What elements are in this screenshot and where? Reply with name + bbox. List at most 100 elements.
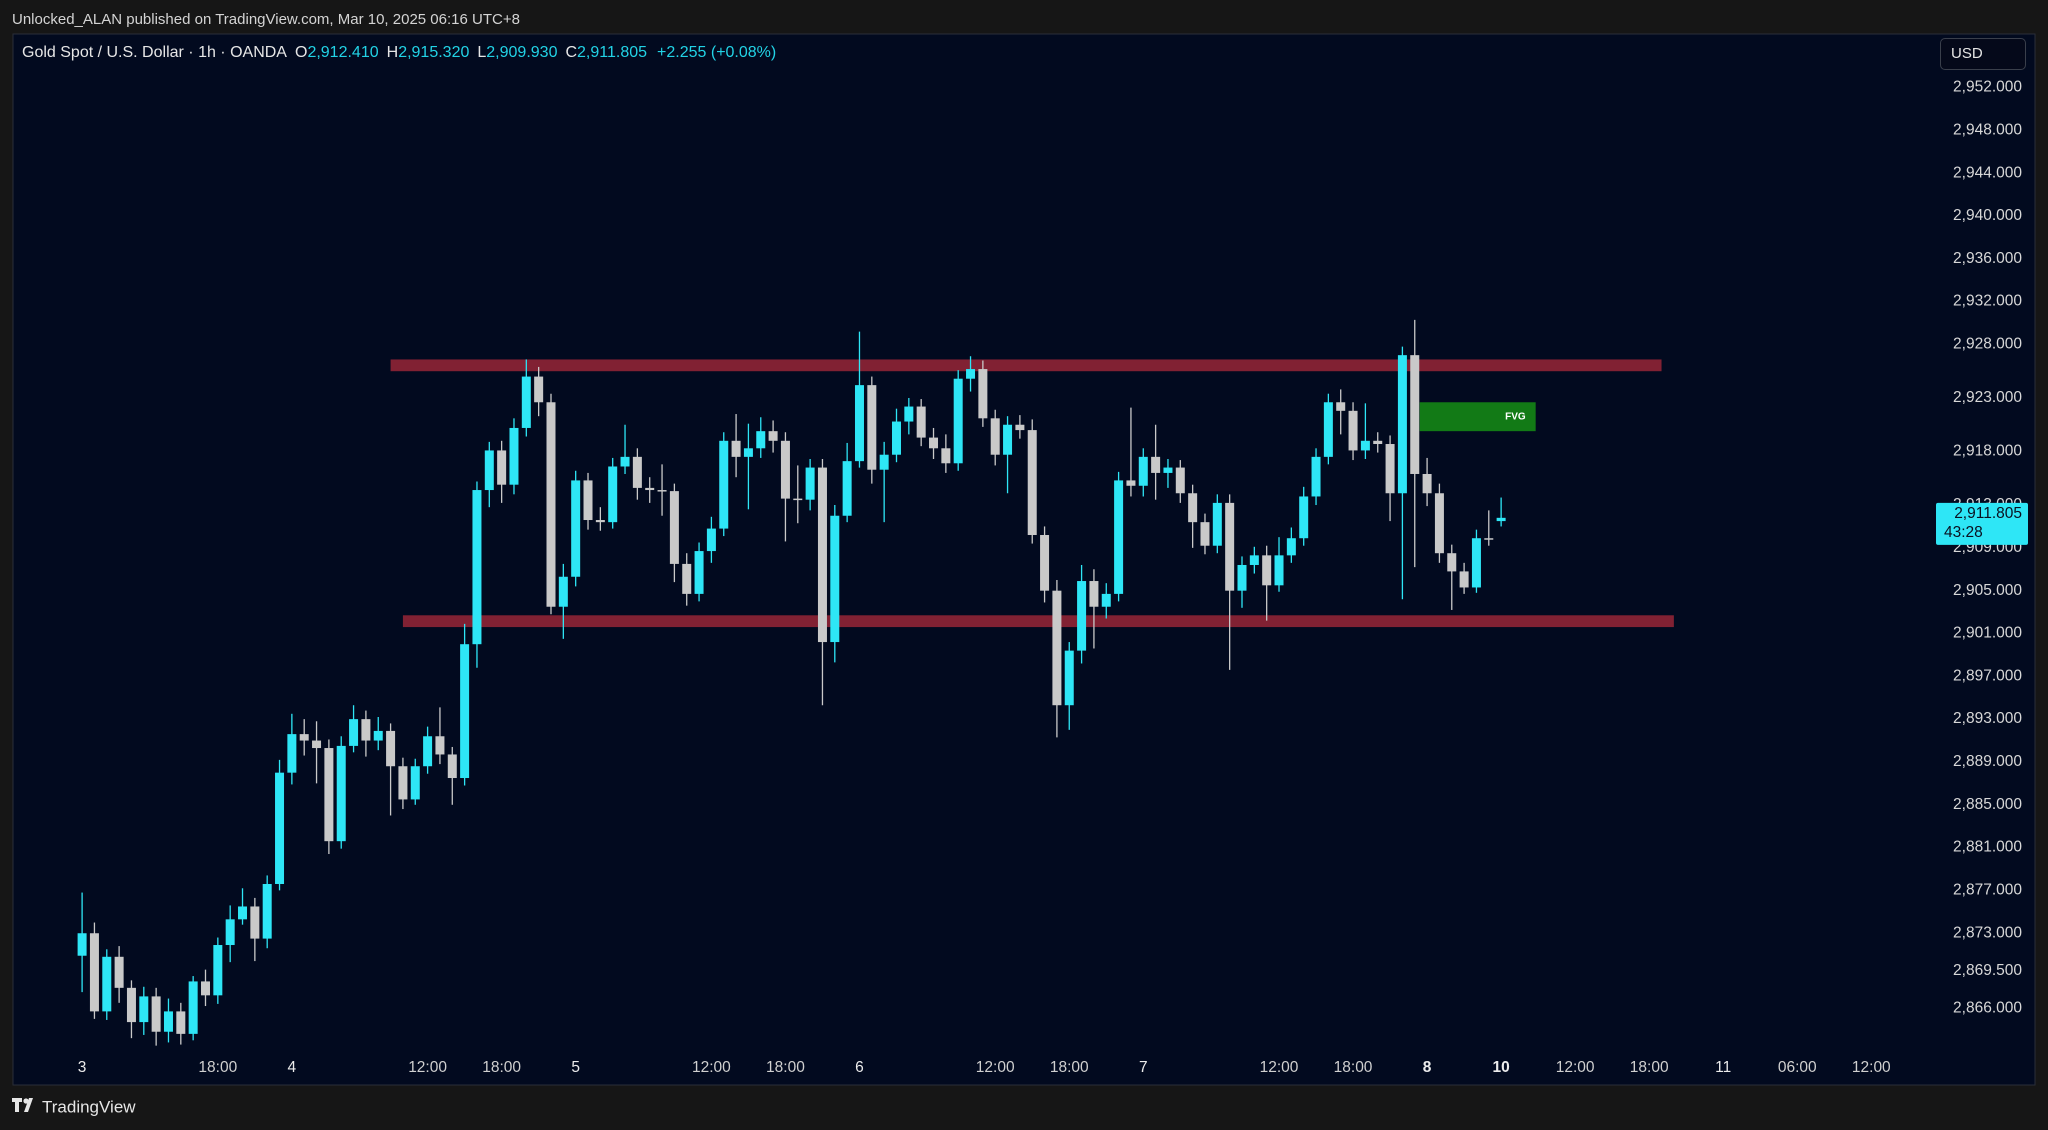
- candle-body: [571, 480, 581, 577]
- candle-body: [879, 454, 889, 470]
- chart-area: [12, 33, 2036, 1086]
- y-tick-label: 2,936.000: [1953, 250, 2022, 267]
- candle-body: [521, 376, 531, 428]
- candle-body: [1447, 553, 1457, 572]
- y-tick-label: 2,948.000: [1953, 121, 2022, 138]
- candle-body: [1101, 593, 1111, 607]
- candle-body: [842, 461, 852, 516]
- x-tick-label: 12:00: [976, 1059, 1015, 1076]
- candle-body: [262, 883, 272, 939]
- candle-body: [953, 378, 963, 464]
- zone: [1419, 402, 1536, 432]
- candle-body: [966, 369, 976, 379]
- x-tick-label: 18:00: [482, 1059, 521, 1076]
- candle-body: [830, 515, 840, 643]
- x-tick-label: 18:00: [766, 1059, 805, 1076]
- candle-body: [1299, 496, 1309, 539]
- ohlc-key: C: [565, 44, 578, 61]
- x-tick-label: 18:00: [1050, 1059, 1089, 1076]
- candles: [77, 319, 1506, 1046]
- candle-body: [608, 466, 618, 523]
- candle-body: [361, 719, 371, 741]
- candle-body: [250, 906, 260, 939]
- candle-body: [200, 981, 210, 996]
- candle-body: [1225, 502, 1235, 591]
- candle-body: [632, 456, 642, 488]
- y-tick-label: 2,873.000: [1953, 924, 2022, 941]
- candle-body: [386, 730, 396, 767]
- x-tick-label: 5: [571, 1059, 580, 1076]
- candle-body: [904, 406, 914, 422]
- candle-body: [139, 996, 149, 1023]
- x-tick-label: 18:00: [1630, 1059, 1669, 1076]
- candle-body: [546, 402, 556, 607]
- candle-body: [1397, 355, 1407, 494]
- candle-body: [472, 490, 482, 645]
- candle-body: [1385, 444, 1395, 494]
- candle-body: [990, 418, 1000, 455]
- y-tick-label: 2,952.000: [1953, 79, 2022, 96]
- candle-body: [1434, 493, 1444, 554]
- candle-body: [1138, 456, 1148, 486]
- candle-body: [77, 933, 87, 956]
- candle-body: [423, 736, 433, 767]
- candle-body: [447, 754, 457, 779]
- candle-body: [410, 766, 420, 800]
- y-tick-label: 2,905.000: [1953, 582, 2022, 599]
- candle-body: [793, 498, 803, 501]
- candle-body: [163, 1011, 173, 1032]
- candle-body: [620, 456, 630, 467]
- y-tick-label: 2,869.500: [1953, 962, 2022, 979]
- candle-body: [1373, 440, 1383, 445]
- x-tick-label: 18:00: [198, 1059, 237, 1076]
- candle-body: [102, 956, 112, 1012]
- y-tick-label: 2,897.000: [1953, 667, 2022, 684]
- candle-body: [916, 406, 926, 438]
- candle-body: [669, 491, 679, 564]
- zone: [402, 615, 1674, 628]
- y-tick-label: 2,877.000: [1953, 882, 2022, 899]
- y-tick-label: 2,944.000: [1953, 164, 2022, 181]
- legend: Gold Spot / U.S. Dollar · 1h · OANDA O 2,…: [22, 44, 776, 62]
- ohlc-value: 2,912.410: [307, 44, 379, 61]
- y-tick-label: 2,866.000: [1953, 999, 2022, 1016]
- candle-body: [1175, 467, 1185, 494]
- currency-button[interactable]: USD: [1940, 38, 2026, 70]
- y-tick-label: 2,940.000: [1953, 207, 2022, 224]
- candle-body: [435, 736, 445, 755]
- candle-body: [1040, 535, 1050, 591]
- candle-body: [1471, 538, 1481, 588]
- candle-body: [891, 421, 901, 455]
- candle-body: [1200, 522, 1210, 546]
- candle-body: [497, 450, 507, 485]
- y-tick-label: 2,885.000: [1953, 796, 2022, 813]
- candle-body: [1064, 650, 1074, 706]
- countdown: 43:28: [1944, 524, 1983, 541]
- candle-body: [743, 448, 753, 457]
- candle-body: [595, 520, 605, 523]
- x-tick-label: 06:00: [1778, 1059, 1817, 1076]
- ohlc-key: O: [294, 44, 308, 61]
- candle-body: [706, 528, 716, 552]
- candle-body: [1336, 402, 1346, 411]
- candle-body: [756, 431, 766, 449]
- candle-body: [1323, 402, 1333, 457]
- candle-body: [484, 450, 494, 491]
- x-tick-label: 11: [1715, 1059, 1731, 1076]
- x-tick-label: 12:00: [1260, 1059, 1299, 1076]
- logo: [12, 1098, 33, 1112]
- candle-body: [694, 551, 704, 594]
- candle-body: [114, 956, 124, 988]
- candle-body: [1151, 456, 1161, 473]
- y-tick-label: 2,889.000: [1953, 753, 2022, 770]
- candle-body: [1496, 517, 1506, 522]
- y-tick-label: 2,901.000: [1953, 625, 2022, 642]
- y-tick-label: 2,918.000: [1953, 443, 2022, 460]
- y-tick-label: 2,923.000: [1953, 389, 2022, 406]
- candle-body: [1188, 493, 1198, 523]
- candle-body: [373, 730, 383, 741]
- publisher: Unlocked_ALAN published on TradingView.c…: [12, 11, 520, 28]
- candle-body: [1052, 590, 1062, 706]
- candle-body: [558, 576, 568, 607]
- candle-body: [509, 427, 519, 485]
